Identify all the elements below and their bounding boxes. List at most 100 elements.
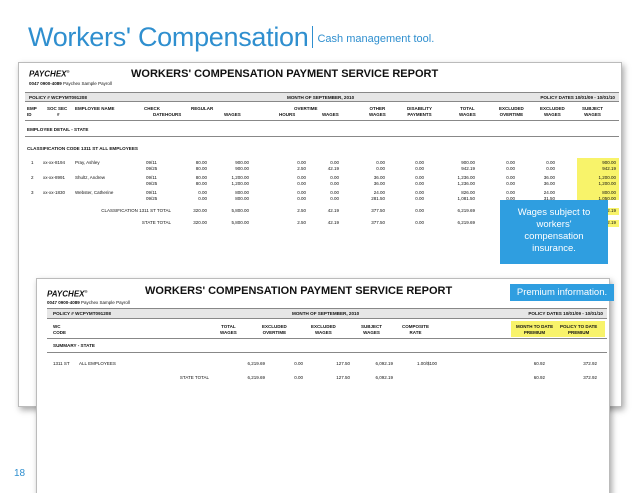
employee-ssn: xx-xx-8194 [43,160,66,165]
employee-ssn: xx-xx-1830 [43,190,66,195]
header-other-wages: OTHER WAGES [369,106,386,117]
total-total: 6,219.69 [457,220,475,225]
cell-ot-hours: 2.50 [297,166,306,171]
header-composite-rate: COMPOSITE RATE [402,324,430,335]
cell-reg-hours: 0.00 [198,190,207,195]
header-divider [25,120,619,121]
cell-excl-ot: 0.00 [506,160,515,165]
header-excluded-overtime: EXCLUDED OVERTIME [499,106,524,117]
table-row: 09/25 0.00 800.00 0.00 0.00 281.50 0.00 1,081.5… [19,196,619,202]
header-emp-id: EMP ID [27,106,37,117]
callout-premium: Premium information. [510,284,614,301]
cell-disability: 0.00 [415,175,424,180]
cell-ot-wages: 0.00 [330,196,339,201]
paychex-logo: PAYCHEX® [47,289,88,299]
cell-reg-wages: 900.00 [235,166,249,171]
total-ot-wages: 42.19 [327,220,339,225]
cell-reg-hours: 80.00 [195,166,207,171]
cell-reg-hours: 80.00 [195,181,207,186]
header-regular-hours: HOURS [165,112,182,117]
cell-other: 281.50 [371,196,385,201]
cell-excl-wages: 0.00 [546,166,555,171]
table-row: 09/11 0.00 800.00 0.00 0.00 24.00 0.00 826.00 0.… [19,190,619,196]
slide-subtitle: Cash management tool. [317,33,435,45]
cell-subject: 800.00 [602,190,616,195]
cell-mtd: 60.92 [533,361,545,366]
total-label: STATE TOTAL [179,375,209,380]
header-subject-wages: SUBJECT WAGES [582,106,604,117]
slide-number: 18 [14,468,26,479]
header-regular: REGULAR [191,106,214,111]
premium-header-highlight [511,321,605,337]
total-other: 377.50 [371,208,385,213]
employee-id: 3 [31,190,34,195]
cell-excl-wages: 31.50 [543,196,555,201]
header-regular-wages: WAGES [224,112,241,117]
total-reg-hours: 320.00 [193,220,207,225]
company-line: 0047 0900-4089 Paychex Sample Payroll [47,300,130,305]
total-total: 6,219.69 [457,208,475,213]
total-label: CLASSIFICATION 1311 ST TOTAL [101,208,171,213]
cell-ot-hours: 0.00 [297,181,306,186]
header-mtd-premium: MONTH TO DATE PREMIUM [516,324,554,335]
report-month: MONTH OF SEPTEMBER, 2010 [287,94,355,100]
header-employee-name: EMPLOYEE NAME [75,106,115,111]
cell-excl-ot: 0.00 [506,196,515,201]
paychex-logo: PAYCHEX® [29,69,70,79]
cell-disability: 0.00 [415,190,424,195]
employee-name: Pray, Ashley [75,160,100,165]
table-row: 09/25 80.00 900.00 2.50 42.19 0.00 0.00 942.19 0… [19,166,619,172]
summary-report: PAYCHEX® 0047 0900-4089 Paychex Sample P… [36,278,610,493]
cell-ot-wages: 0.00 [330,181,339,186]
cell-reg-wages: 1,200.00 [231,181,249,186]
cell-excl-wages: 24.00 [543,190,555,195]
policy-dates: POLICY DATES 10/01/09 - 10/01/10 [540,94,615,100]
cell-total: 1,236.00 [457,181,475,186]
cell-reg-wages: 900.00 [235,160,249,165]
slide-title: Workers' Compensation [28,22,309,52]
total-other: 377.50 [371,220,385,225]
total-ot-wages: 42.19 [327,208,339,213]
cell-ot-wages: 0.00 [330,160,339,165]
check-date: 09/25 [146,196,158,201]
cell-disability: 0.00 [415,166,424,171]
total-reg-wages: 5,800.00 [231,220,249,225]
callout-wages: Wages subject to workers' compensation i… [500,200,608,264]
total-reg-hours: 320.00 [193,208,207,213]
total-subject: 6,092.19 [375,375,393,380]
cell-ot-wages: 42.19 [327,166,339,171]
header-soc-sec: SOC SEC # [47,106,68,117]
cell-excl-ot: 0.00 [506,181,515,186]
cell-reg-hours: 80.00 [195,175,207,180]
table-row: 09/11 80.00 1,200.00 0.00 0.00 36.00 0.00 1,236… [19,175,619,181]
section-divider [25,136,619,137]
cell-subject: 6,092.19 [375,361,393,366]
header-wc-code: WC CODE [53,324,67,335]
cell-reg-wages: 800.00 [235,190,249,195]
check-date: 09/25 [146,181,158,186]
cell-reg-hours: 80.00 [195,160,207,165]
check-date: 09/11 [146,190,157,195]
cell-rate: 1.00/$100 [416,361,437,366]
header-excluded-wages: EXCLUDED WAGES [540,106,565,117]
cell-disability: 0.00 [415,181,424,186]
cell-ot-hours: 0.00 [297,196,306,201]
cell-excl-wages: 127.50 [336,361,350,366]
policy-bar: POLICY # WCPYMT091208 MONTH OF SEPTEMBER… [25,92,619,102]
cell-disability: 0.00 [415,160,424,165]
policy-number: POLICY # WCPYMT091208 [29,94,87,100]
cell-excl-wages: 36.00 [543,175,555,180]
cell-subject: 900.00 [602,160,616,165]
employee-id: 2 [31,175,34,180]
employee-id: 1 [31,160,34,165]
total-excl-ot: 0.00 [294,375,303,380]
classification-title: CLASSIFICATION CODE 1311 ST ALL EMPLOYEE… [27,146,138,151]
header-total-wages: TOTAL WAGES [459,106,476,117]
total-ptd: 372.92 [583,375,597,380]
section-divider [47,352,607,353]
wc-code: 1311 ST [53,361,70,366]
cell-total: 942.19 [461,166,475,171]
employee-ssn: xx-xx-8991 [43,175,66,180]
cell-reg-hours: 0.00 [198,196,207,201]
total-disability: 0.00 [415,208,424,213]
